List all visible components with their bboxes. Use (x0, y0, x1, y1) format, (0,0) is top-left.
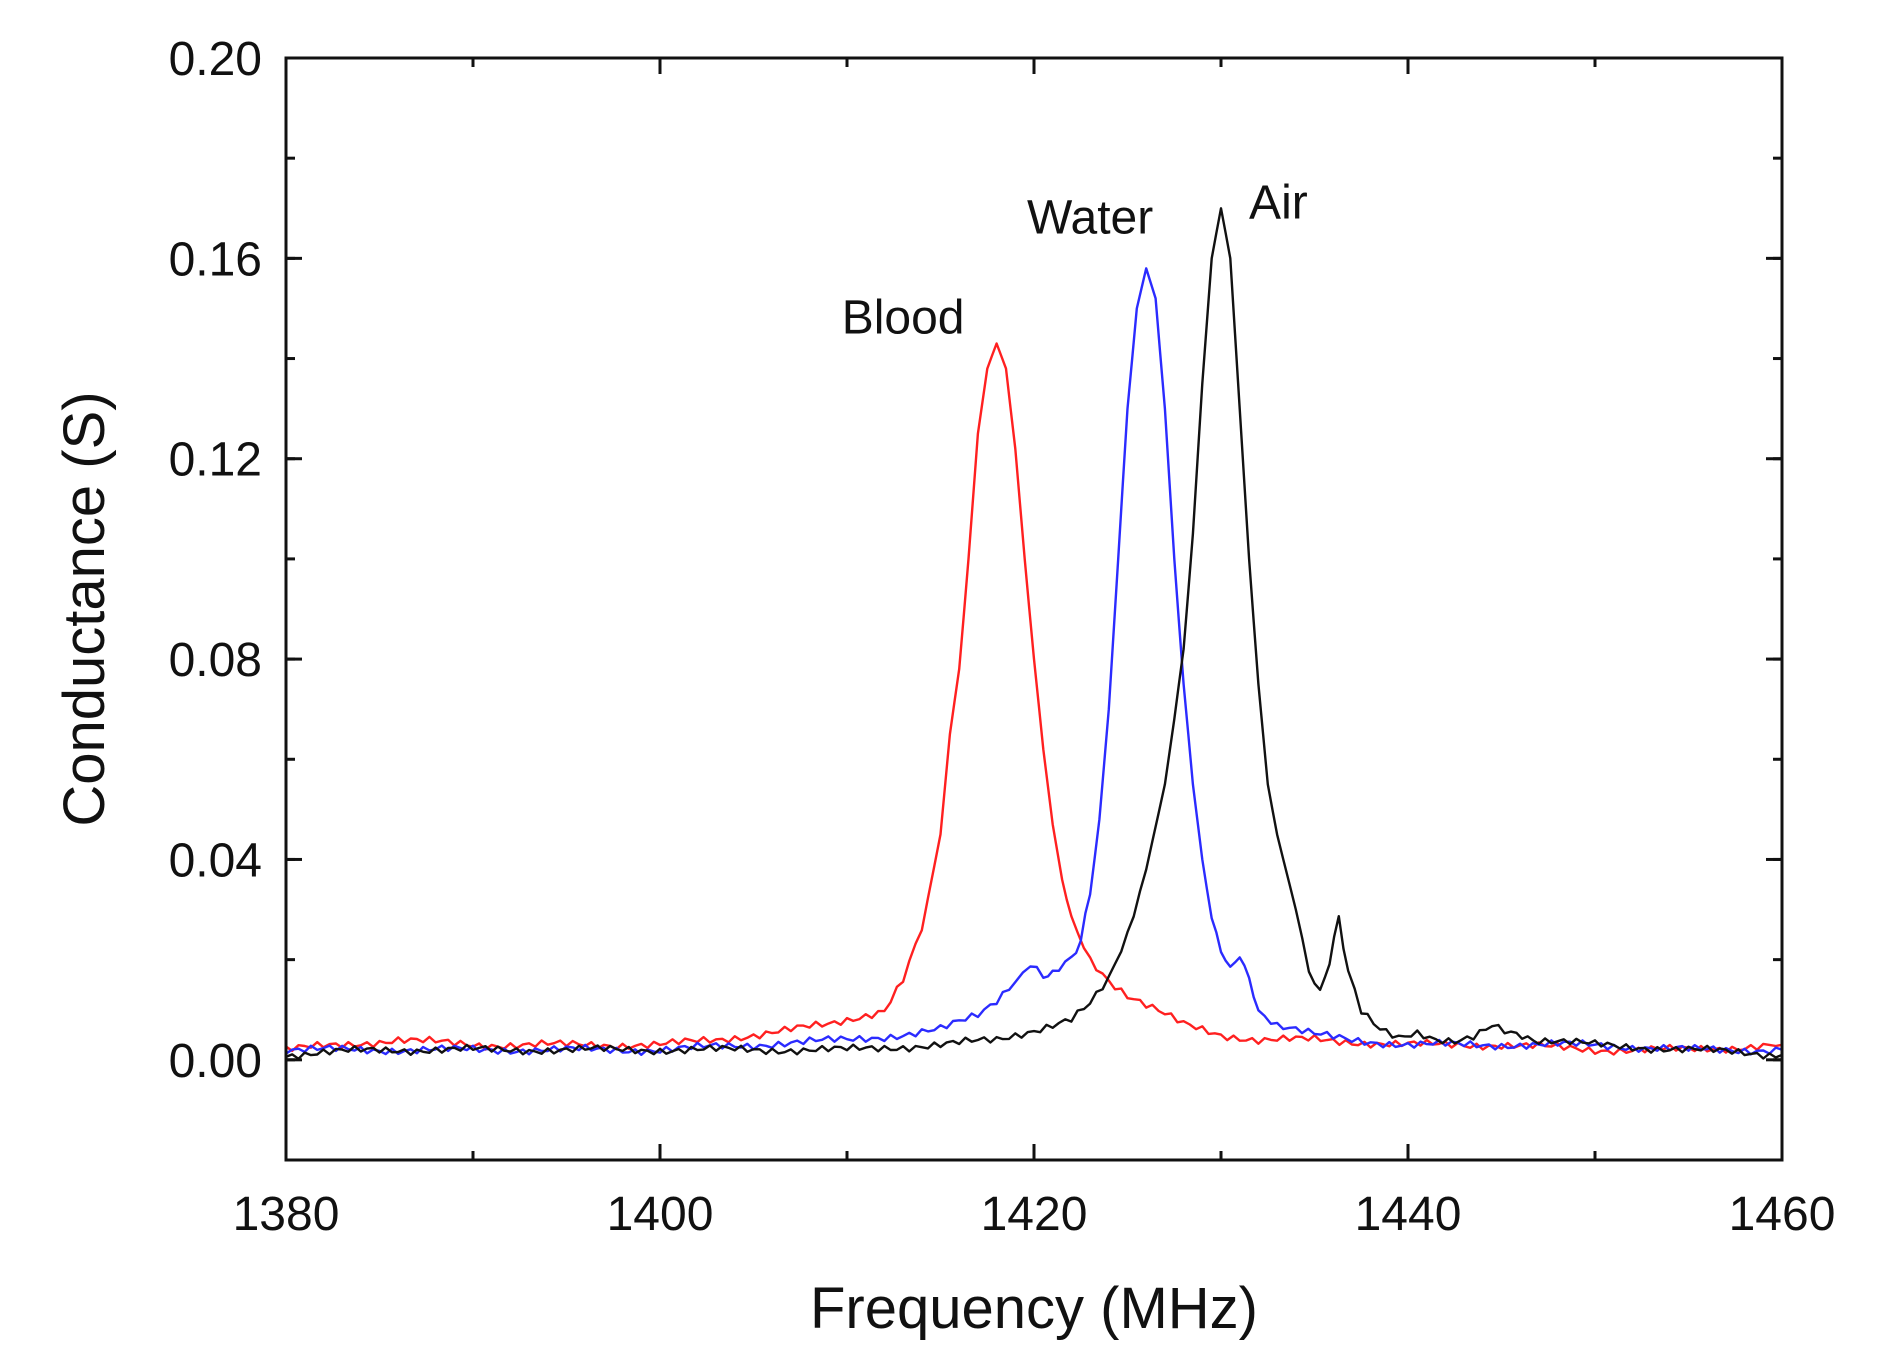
x-tick-label: 1460 (1729, 1188, 1836, 1241)
y-tick-label: 0.20 (169, 33, 262, 86)
series-line-air (285, 207, 1783, 1060)
labels-layer: Blood Water Air (842, 176, 1308, 344)
y-tick-label: 0.00 (169, 1035, 262, 1088)
x-tick-label: 1400 (607, 1188, 714, 1241)
y-tick-label: 0.16 (169, 233, 262, 286)
x-tick-label: 1420 (981, 1188, 1088, 1241)
ticks-layer: 1380 1400 1420 1440 1460 0.00 0.04 0.08 0.12 0.16… (169, 33, 1836, 1241)
y-tick-label: 0.12 (169, 434, 262, 487)
series-label-water: Water (1027, 191, 1153, 244)
y-tick-label: 0.08 (169, 634, 262, 687)
x-tick-label: 1440 (1355, 1188, 1462, 1241)
x-tick-label: 1380 (233, 1188, 340, 1241)
series-line-blood (285, 342, 1783, 1056)
series-label-air: Air (1249, 176, 1308, 229)
y-axis-title: Conductance (S) (52, 391, 117, 826)
series-label-blood: Blood (842, 292, 965, 345)
series-layer (285, 207, 1783, 1060)
x-axis-title: Frequency (MHz) (810, 1276, 1258, 1341)
y-tick-label: 0.04 (169, 834, 262, 887)
